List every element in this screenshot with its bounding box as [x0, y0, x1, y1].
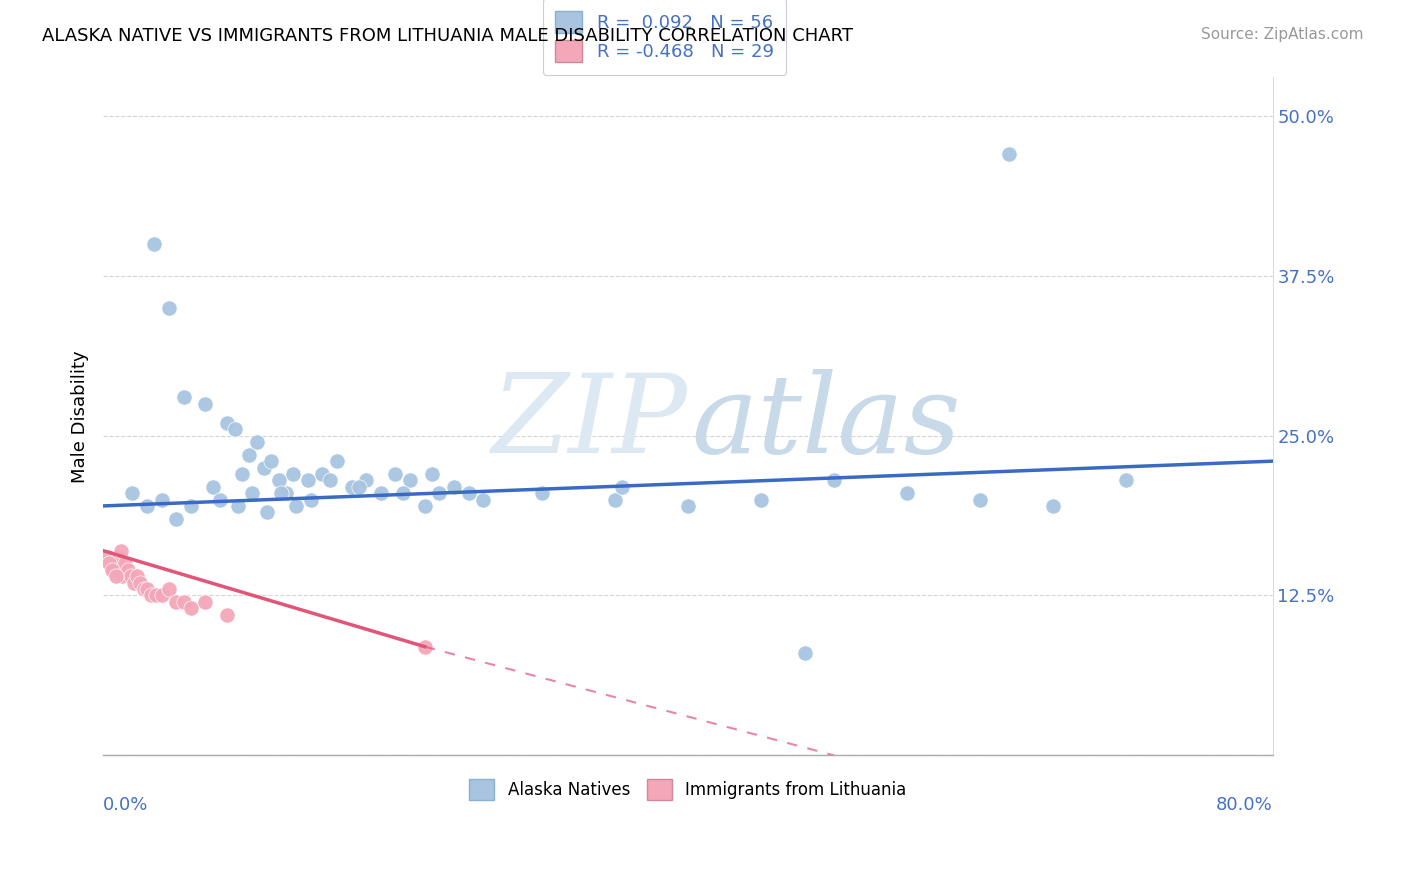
Point [260, 454, 283, 468]
Point [173, 390, 195, 404]
Point [100, 557, 122, 571]
Text: ZIP: ZIP [492, 369, 688, 477]
Point [165, 595, 187, 609]
Point [270, 486, 292, 500]
Point [370, 486, 392, 500]
Point [194, 396, 217, 410]
Point [246, 434, 269, 449]
Text: 80.0%: 80.0% [1216, 796, 1272, 814]
Point [180, 601, 202, 615]
Point [209, 492, 232, 507]
Point [610, 480, 633, 494]
Point [105, 569, 128, 583]
Point [340, 480, 363, 494]
Point [231, 467, 253, 481]
Point [413, 499, 436, 513]
Point [157, 582, 180, 596]
Point [122, 575, 145, 590]
Point [180, 499, 202, 513]
Point [998, 147, 1021, 161]
Text: Source: ZipAtlas.com: Source: ZipAtlas.com [1201, 27, 1364, 42]
Point [1115, 474, 1137, 488]
Point [217, 607, 239, 622]
Point [143, 236, 166, 251]
Point [427, 486, 450, 500]
Point [194, 595, 217, 609]
Point [128, 575, 150, 590]
Point [443, 480, 465, 494]
Point [391, 486, 413, 500]
Point [749, 492, 772, 507]
Point [145, 589, 167, 603]
Point [136, 499, 159, 513]
Point [238, 448, 260, 462]
Point [173, 595, 195, 609]
Point [384, 467, 406, 481]
Point [347, 480, 370, 494]
Point [969, 492, 991, 507]
Point [318, 474, 340, 488]
Point [267, 474, 290, 488]
Y-axis label: Male Disability: Male Disability [72, 350, 89, 483]
Point [354, 474, 377, 488]
Point [224, 422, 246, 436]
Point [141, 589, 163, 603]
Point [114, 557, 136, 571]
Point [240, 486, 263, 500]
Point [103, 563, 125, 577]
Point [299, 492, 322, 507]
Point [413, 640, 436, 654]
Point [150, 589, 173, 603]
Point [98, 557, 121, 571]
Point [111, 569, 134, 583]
Point [457, 486, 479, 500]
Point [157, 301, 180, 315]
Point [896, 486, 918, 500]
Point [420, 467, 443, 481]
Point [297, 474, 319, 488]
Point [676, 499, 699, 513]
Point [399, 474, 422, 488]
Point [823, 474, 845, 488]
Point [283, 467, 305, 481]
Point [132, 582, 155, 596]
Point [165, 512, 187, 526]
Point [530, 486, 553, 500]
Point [125, 569, 148, 583]
Point [110, 543, 132, 558]
Point [253, 460, 276, 475]
Text: 0.0%: 0.0% [103, 796, 149, 814]
Point [121, 486, 143, 500]
Text: ALASKA NATIVE VS IMMIGRANTS FROM LITHUANIA MALE DISABILITY CORRELATION CHART: ALASKA NATIVE VS IMMIGRANTS FROM LITHUAN… [42, 27, 853, 45]
Point [311, 467, 333, 481]
Point [104, 557, 127, 571]
Point [107, 563, 129, 577]
Point [256, 505, 278, 519]
Point [285, 499, 308, 513]
Point [226, 499, 249, 513]
Point [603, 492, 626, 507]
Point [117, 563, 139, 577]
Text: atlas: atlas [692, 369, 960, 477]
Point [120, 569, 142, 583]
Point [1042, 499, 1064, 513]
Point [472, 492, 495, 507]
Point [793, 646, 815, 660]
Point [150, 492, 173, 507]
Point [274, 486, 297, 500]
Point [217, 416, 239, 430]
Point [101, 563, 124, 577]
Point [326, 454, 349, 468]
Legend: Alaska Natives, Immigrants from Lithuania: Alaska Natives, Immigrants from Lithuani… [461, 771, 915, 808]
Point [108, 550, 131, 565]
Point [96, 550, 118, 565]
Point [201, 480, 224, 494]
Point [136, 582, 159, 596]
